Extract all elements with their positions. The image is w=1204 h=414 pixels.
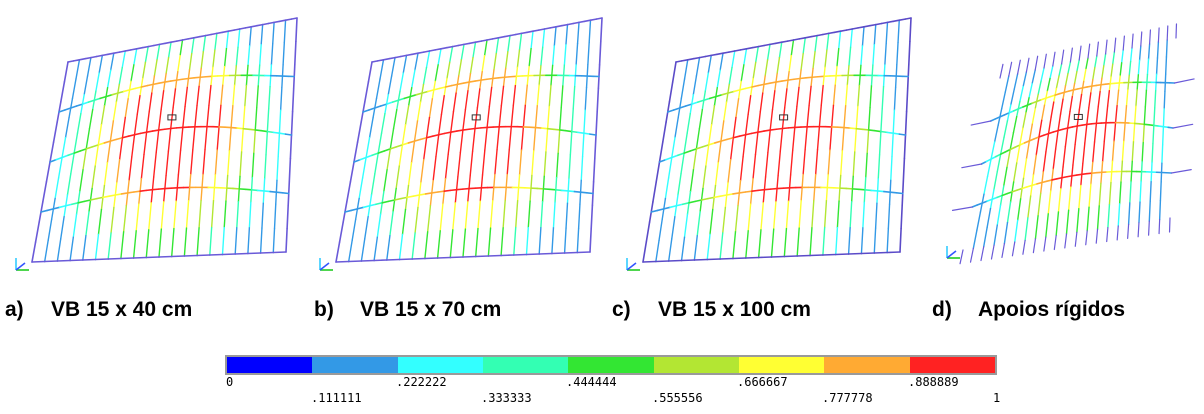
- color-legend-bar: [225, 355, 997, 375]
- panel-b: [308, 0, 608, 290]
- legend-swatch-8: [910, 357, 995, 373]
- panel-c: [615, 0, 915, 290]
- axis-triad-icon: [947, 246, 960, 258]
- legend-tick-888889: .888889: [908, 375, 959, 389]
- legend-tick-777778: .777778: [822, 391, 873, 405]
- legend-tick-111111: .111111: [311, 391, 362, 405]
- panel-d: [930, 0, 1204, 290]
- legend-tick-222222: .222222: [396, 375, 447, 389]
- legend-swatch-1: [312, 357, 397, 373]
- panel-a: [0, 0, 300, 290]
- legend-swatch-7: [824, 357, 909, 373]
- legend-swatch-0: [227, 357, 312, 373]
- legend-tick-333333: .333333: [481, 391, 532, 405]
- legend-swatch-4: [568, 357, 653, 373]
- caption-d: d) Apoios rígidos: [932, 298, 1125, 322]
- caption-b: b) VB 15 x 70 cm: [314, 298, 501, 322]
- caption-c: c) VB 15 x 100 cm: [612, 298, 811, 322]
- legend-tick-555556: .555556: [652, 391, 703, 405]
- legend-swatch-2: [398, 357, 483, 373]
- legend-tick-666667: .666667: [737, 375, 788, 389]
- legend-tick-0: 0: [226, 375, 233, 389]
- axis-triad-icon: [320, 258, 333, 270]
- mesh-plot-c: [615, 0, 915, 290]
- mesh-plot-d: [930, 0, 1204, 290]
- legend-swatch-5: [654, 357, 739, 373]
- mesh-plot-b: [308, 0, 608, 290]
- legend-tick-1: 1: [993, 391, 1000, 405]
- caption-a: a) VB 15 x 40 cm: [5, 298, 192, 322]
- mesh-plot-a: [0, 0, 300, 290]
- legend-swatch-3: [483, 357, 568, 373]
- axis-triad-icon: [16, 258, 29, 270]
- legend-swatch-6: [739, 357, 824, 373]
- axis-triad-icon: [627, 258, 640, 270]
- legend-tick-444444: .444444: [566, 375, 617, 389]
